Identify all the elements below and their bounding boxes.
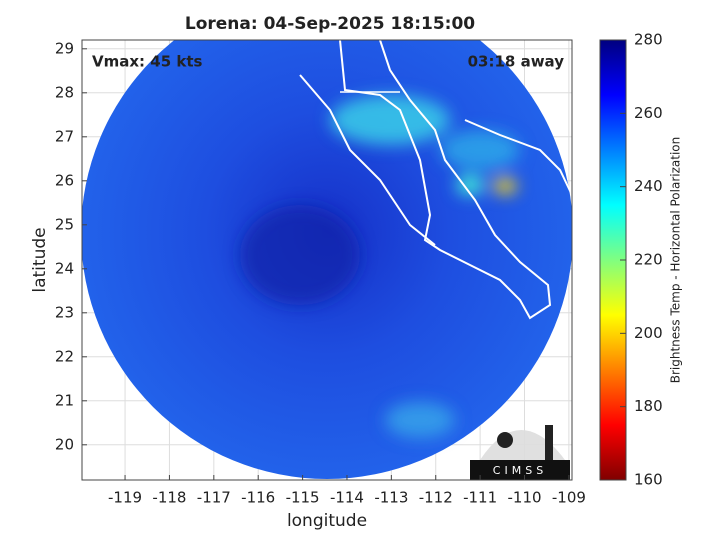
x-tick-label: -117 <box>197 489 231 507</box>
y-tick-label: 23 <box>55 303 74 321</box>
x-tick-label: -118 <box>152 489 186 507</box>
x-tick-label: -119 <box>108 489 142 507</box>
x-axis-label: longitude <box>287 511 367 531</box>
y-tick-label: 27 <box>55 127 74 145</box>
colorbar-tick-label: 180 <box>634 397 663 415</box>
cloud-features <box>240 95 520 438</box>
plot-frame <box>81 39 573 481</box>
y-tick-label: 24 <box>55 259 74 277</box>
y-axis-label: latitude <box>30 227 50 292</box>
colorbar-tick-label: 200 <box>634 324 663 342</box>
logo: CIMSS <box>470 425 570 480</box>
logo-text: CIMSS <box>493 464 547 477</box>
coastline <box>339 40 552 320</box>
y-tick-label: 29 <box>55 39 74 57</box>
chart-title: Lorena: 04-Sep-2025 18:15:00 <box>185 14 475 34</box>
coastline <box>464 119 572 196</box>
colorbar-tick-label: 280 <box>634 31 663 49</box>
colorbar-tick-label: 220 <box>634 251 663 269</box>
colorbar-tick-label: 160 <box>634 471 663 489</box>
x-tick-label: -111 <box>463 489 497 507</box>
x-tick-label: -116 <box>241 489 275 507</box>
x-tick-label: -114 <box>330 489 364 507</box>
y-tick-label: 25 <box>55 215 74 233</box>
x-tick-label: -110 <box>507 489 541 507</box>
y-tick-label: 20 <box>55 435 74 453</box>
y-tick-label: 28 <box>55 83 74 101</box>
colorbar-label: Brightness Temp - Horizontal Polarizatio… <box>669 137 683 384</box>
annotation: Vmax: 45 kts <box>92 53 202 71</box>
x-tick-label: -109 <box>552 489 586 507</box>
y-tick-label: 21 <box>55 391 74 409</box>
x-tick-label: -112 <box>419 489 453 507</box>
x-tick-label: -115 <box>286 489 320 507</box>
colorbar-tick-label: 260 <box>634 104 663 122</box>
annotation: 03:18 away <box>468 53 565 71</box>
imagery <box>82 40 572 479</box>
y-tick-label: 26 <box>55 171 74 189</box>
x-tick-label: -113 <box>374 489 408 507</box>
coastline <box>299 74 436 246</box>
y-tick-label: 22 <box>55 347 74 365</box>
colorbar-tick-label: 240 <box>634 177 663 195</box>
